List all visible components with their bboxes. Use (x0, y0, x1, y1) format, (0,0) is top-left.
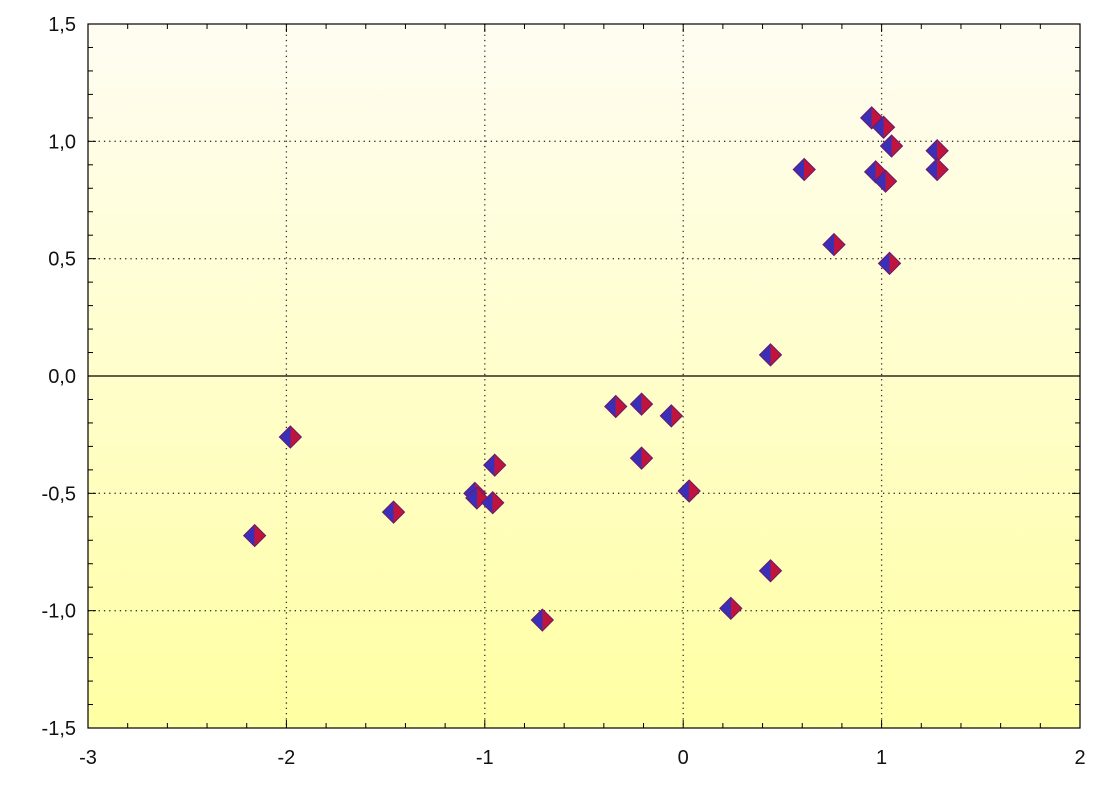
data-point (925, 157, 949, 182)
y-tick-label: -1,0 (42, 601, 76, 623)
x-tick-label: 2 (1074, 747, 1085, 769)
data-point (758, 343, 783, 367)
data-point (792, 157, 816, 182)
y-tick-label: 1,0 (48, 131, 76, 153)
y-tick-label: 0,0 (48, 366, 76, 388)
y-tick-label: -0,5 (42, 483, 76, 505)
y-axis-tick-labels: -1,5 -1,0 -0,5 0,0 0,5 1,0 1,5 (42, 14, 76, 740)
y-tick-label: -1,5 (42, 718, 76, 740)
x-tick-label: 1 (876, 747, 887, 769)
y-tick-label: 0,5 (48, 249, 76, 271)
data-point (677, 479, 701, 503)
data-point (758, 559, 783, 583)
data-point (822, 232, 846, 257)
y-tick-label: 1,5 (48, 14, 76, 36)
x-tick-label: -1 (476, 747, 494, 769)
x-tick-label: -3 (79, 747, 97, 769)
data-point (481, 491, 505, 515)
data-point (483, 453, 507, 477)
data-point (530, 608, 555, 632)
data-point (873, 169, 898, 193)
data-point (877, 251, 902, 276)
x-axis-tick-labels: -3 -2 -1 0 1 2 (79, 747, 1085, 769)
x-tick-label: -2 (278, 747, 296, 769)
data-point (242, 523, 267, 548)
data-point (659, 404, 684, 428)
plot-frame (87, 23, 1081, 729)
x-tick-label: 0 (678, 747, 689, 769)
data-point (879, 134, 904, 158)
data-point (871, 115, 896, 139)
data-point (629, 446, 654, 470)
data-point (629, 392, 654, 416)
data-point (381, 500, 406, 524)
grid-lines (88, 24, 1080, 728)
data-points (242, 106, 949, 632)
data-point (604, 394, 628, 419)
data-point (278, 425, 303, 449)
data-point (719, 596, 743, 621)
